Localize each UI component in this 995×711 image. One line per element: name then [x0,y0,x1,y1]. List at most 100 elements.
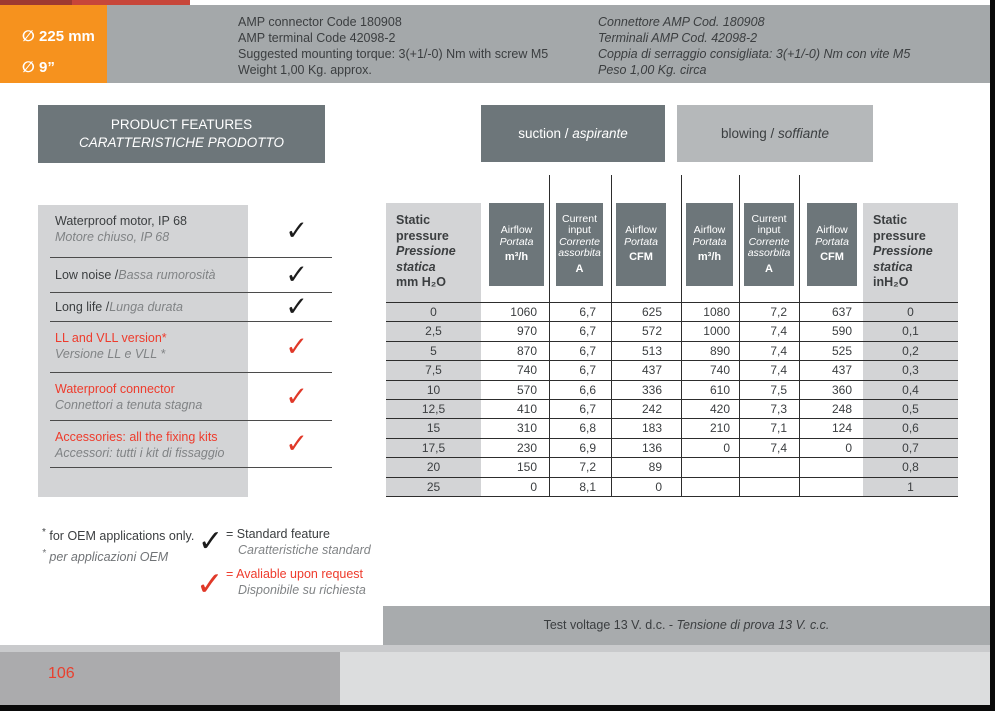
table-row: 25 0 8,1 0 1 [386,477,958,497]
table-cell: 5 [386,341,481,361]
table-cell: 637 [831,305,852,319]
standard-feature-en: = Standard feature [226,527,330,541]
header-title: Current input [751,212,787,237]
table-cell: 10 [386,380,481,399]
check-icon: ✓ [285,331,308,362]
check-icon: ✓ [285,291,308,322]
spec-line: Suggested mounting torque: 3(+1/-0) Nm w… [238,47,549,61]
table-cell: 336 [641,382,662,397]
table-cell: 12,5 [386,399,481,419]
check-icon: ✓ [196,565,224,602]
feature-row: Waterproof motor, IP 68 Motore chiuso, IP… [50,205,332,258]
spec-header-english: AMP connector Code 180908 AMP terminal C… [238,14,548,78]
table-cell: 1080 [703,305,730,319]
table-row: 12,5 410 6,7 242 420 7,3 248 0,5 [386,399,958,420]
feature-row: Accessories: all the fixing kits Accessor… [50,421,332,468]
features-list: Waterproof motor, IP 68 Motore chiuso, IP… [50,205,332,468]
table-cell: 6,7 [579,305,596,319]
top-strip-maroon [0,0,72,5]
header-sub: Portata [692,235,727,248]
header-unit: mm H₂O [396,275,447,289]
available-request-it: Disponibile su richiesta [238,583,366,597]
table-cell: 242 [641,401,662,416]
table-cell: 360 [831,382,852,397]
table-cell: 1000 [703,324,730,339]
table-cell: 230 [516,440,537,455]
suction-label-it: aspirante [572,126,628,141]
spec-line: Connettore AMP Cod. 180908 [598,15,765,29]
page-border-right [990,0,995,711]
table-cell: 183 [641,421,662,436]
header-title: Current input [561,212,597,237]
standard-feature-it: Caratteristiche standard [238,543,371,557]
test-voltage-en: Test voltage 13 V. d.c. - [543,618,677,632]
spec-line: Terminali AMP Cod. 42098-2 [598,31,758,45]
features-panel-background [38,205,248,497]
table-cell: 7,4 [770,324,787,339]
table-cell: 6,7 [579,343,596,358]
table-cell [739,458,799,476]
spec-line: AMP connector Code 180908 [238,15,402,29]
table-row: 17,5 230 6,9 136 0 7,4 0 0,7 [386,438,958,459]
table-cell: 570 [516,382,537,397]
check-icon: ✓ [285,428,308,459]
header-unit: A [765,262,773,275]
table-cell: 0,6 [863,419,958,438]
feature-row: Waterproof connector Connettori a tenuta … [50,373,332,421]
table-cell: 89 [648,460,662,475]
table-cell: 437 [641,363,662,378]
table-cell: 7,5 [386,361,481,380]
check-icon: ✓ [285,215,308,246]
table-cell: 740 [516,363,537,378]
feature-label-en: Waterproof connector [55,382,175,396]
column-divider [681,175,682,497]
table-cell: 17,5 [386,438,481,458]
table-row: 15 310 6,8 183 210 7,1 124 0,6 [386,419,958,439]
table-cell: 0,4 [863,380,958,399]
table-cell: 513 [641,343,662,358]
feature-label-en: Long life / [55,300,110,314]
feature-row: LL and VLL version* Versione LL e VLL * ✓ [50,322,332,373]
available-request-legend: = Avaliable upon request Disponibile su … [226,566,366,598]
header-title: Airflow [500,224,533,237]
header-unit: m³/h [504,251,529,264]
table-cell: 740 [709,363,730,378]
table-cell: 310 [516,421,537,436]
header-sub: Portata [499,235,534,248]
product-features-title-it: CARATTERISTICHE PRODOTTO [78,135,284,150]
table-cell: 0 [863,303,958,322]
table-cell: 890 [709,343,730,358]
table-cell: 136 [641,440,662,455]
asterisk: * [42,548,46,560]
feature-label-it: Accessori: tutti i kit di fissaggio [55,446,225,460]
header-it: Pressione statica [873,244,933,274]
feature-label-it: Versione LL e VLL * [55,347,166,361]
current-input-header-blowing: Current input Corrente assorbita A [744,203,794,286]
airflow-cfm-header-blowing: Airflow Portata CFM [807,203,857,286]
header-en: Static pressure [396,213,449,243]
table-cell: 124 [831,421,852,436]
test-voltage-bar: Test voltage 13 V. d.c. - Tensione di pr… [383,606,990,645]
column-divider [739,175,740,497]
table-cell: 15 [386,419,481,438]
header-unit: inH₂O [873,275,909,289]
table-cell: 410 [516,401,537,416]
spec-line: Coppia di serraggio consigliata: 3(+1/-0… [598,47,911,61]
header-sub: Portata [815,235,849,248]
header-unit: CFM [629,251,653,264]
table-cell: 25 [386,477,481,496]
airflow-m3h-header-suction: Airflow Portata m³/h [489,203,544,286]
table-cell: 7,4 [770,343,787,358]
top-strip-red [72,0,190,5]
airflow-cfm-header-suction: Airflow Portata CFM [616,203,666,286]
page-number: 106 [48,665,75,682]
table-cell: 210 [709,421,730,436]
header-it: Pressione statica [396,244,456,274]
header-sub: Corrente assorbita [747,235,791,260]
feature-label-it: Connettori a tenuta stagna [55,398,203,412]
suction-label-en: suction / [518,126,573,141]
suction-header: suction / aspirante [481,105,665,162]
standard-feature-legend: = Standard feature Caratteristiche stand… [226,526,371,558]
table-cell: 7,4 [770,440,787,455]
table-row: 7,5 740 6,7 437 740 7,4 437 0,3 [386,361,958,381]
